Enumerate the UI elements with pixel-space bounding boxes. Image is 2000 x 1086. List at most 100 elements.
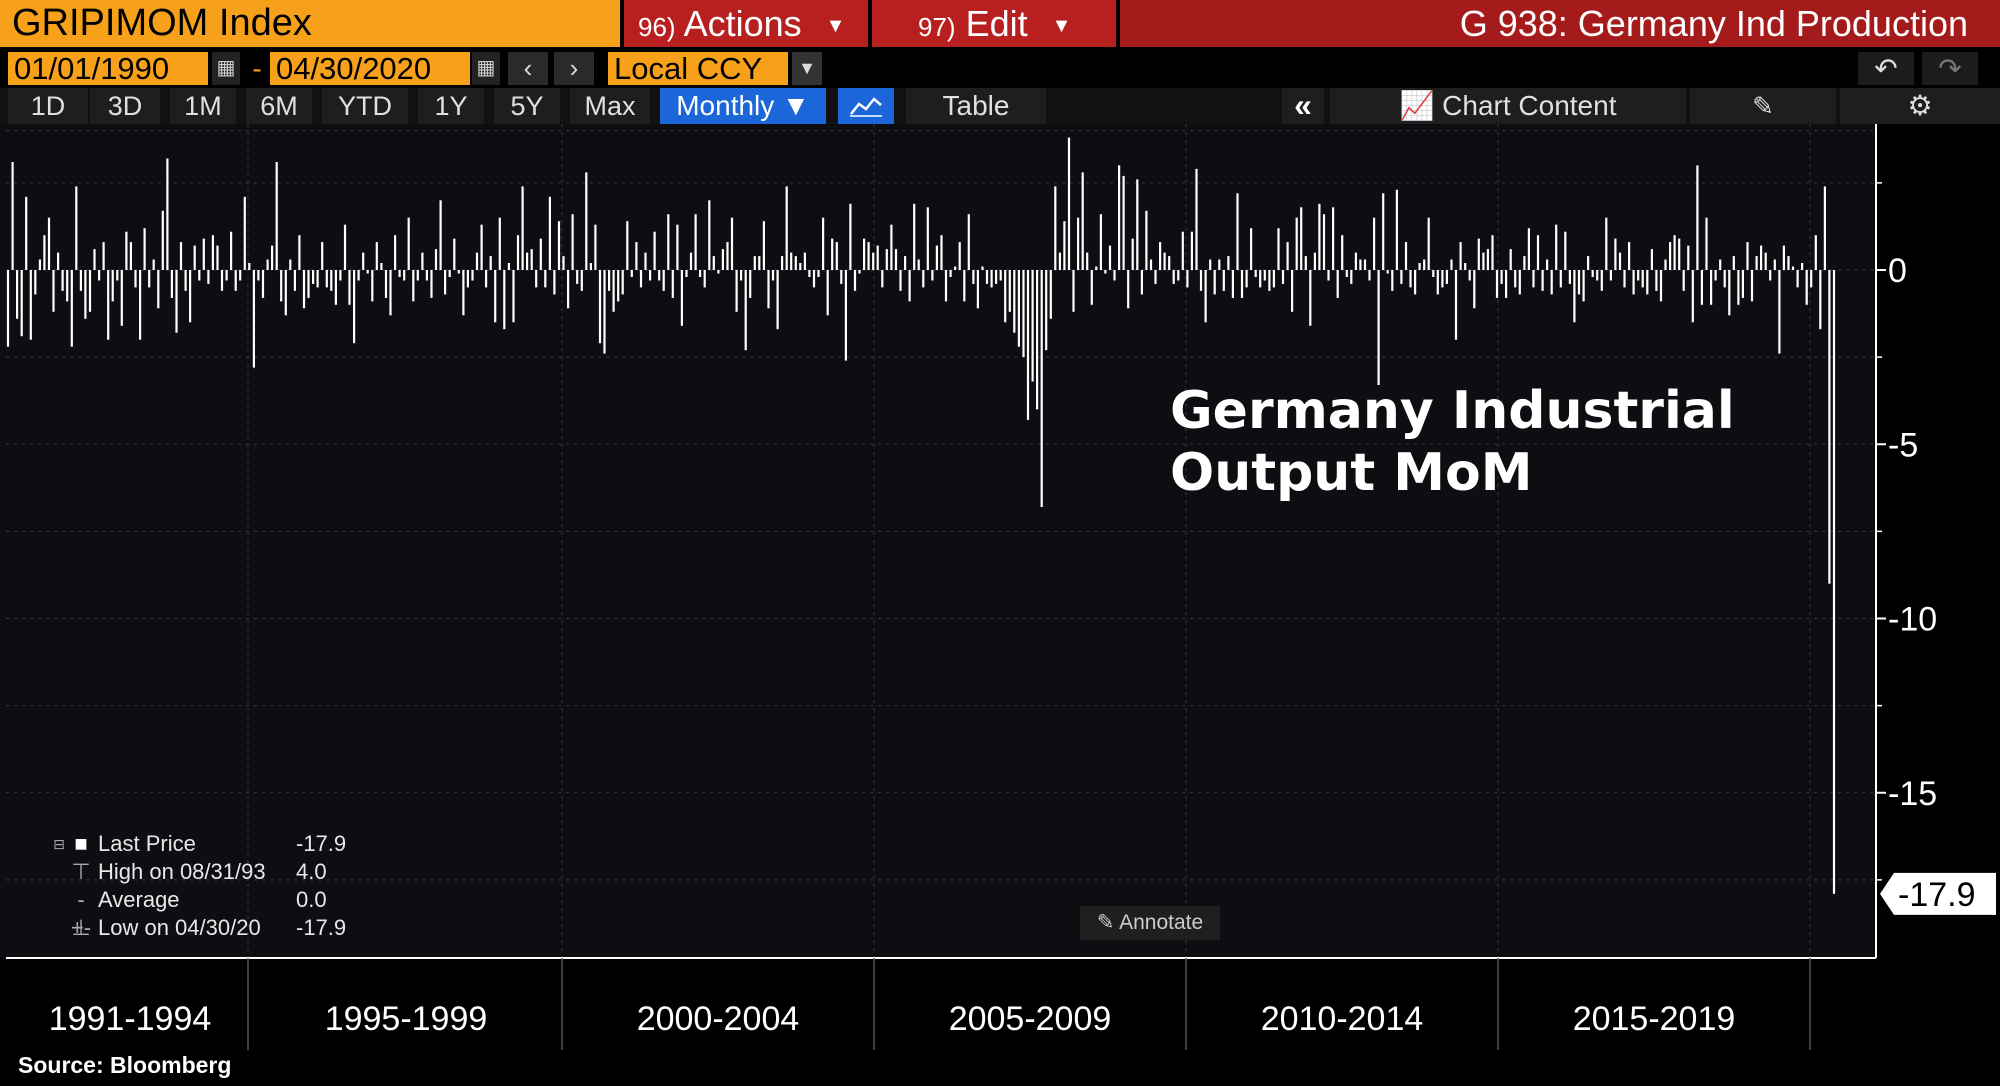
bar	[863, 238, 866, 270]
bar	[1095, 266, 1098, 270]
bar	[1755, 256, 1758, 270]
bar	[958, 242, 961, 270]
period-1m[interactable]: 1M	[170, 88, 236, 124]
legend-label: High on 08/31/93	[98, 859, 266, 884]
ticker-field[interactable]: GRIPIMOM Index	[0, 0, 620, 47]
period-max[interactable]: Max	[570, 88, 650, 124]
bar	[799, 263, 802, 270]
bar	[1646, 270, 1649, 295]
bar	[1368, 270, 1371, 281]
legend-value: 4.0	[296, 859, 327, 884]
chart-title-line-1: Germany Industrial	[1170, 381, 1735, 441]
bar	[1231, 270, 1234, 298]
previous-arrow-icon[interactable]: ‹	[508, 52, 548, 85]
currency-select[interactable]: Local CCY	[608, 52, 788, 85]
bar	[1432, 270, 1435, 277]
annotate-button[interactable]: ✎ Annotate	[1080, 906, 1220, 940]
bar	[1418, 263, 1421, 270]
bar	[876, 245, 879, 270]
bar	[603, 270, 606, 354]
edit-number: 97)	[918, 12, 956, 42]
next-arrow-icon[interactable]: ›	[554, 52, 594, 85]
bar	[1655, 270, 1658, 291]
period-1d[interactable]: 1D	[8, 88, 88, 124]
gear-icon[interactable]: ⚙	[1840, 88, 2000, 124]
bar	[380, 263, 383, 270]
actions-button[interactable]: 96) Actions ▼	[624, 0, 868, 47]
bar	[280, 270, 283, 302]
bar	[1787, 256, 1790, 270]
bar	[1659, 270, 1663, 302]
bar	[1760, 245, 1763, 270]
bar	[840, 270, 843, 284]
bar	[926, 207, 929, 270]
bar	[740, 270, 743, 281]
calendar-icon[interactable]: ▦	[472, 52, 500, 85]
bar	[548, 196, 551, 270]
bar	[512, 270, 515, 323]
bar	[1791, 266, 1795, 270]
bar	[516, 235, 520, 270]
period-1y[interactable]: 1Y	[418, 88, 484, 124]
frequency-dropdown[interactable]: Monthly ▼	[660, 88, 826, 124]
bar	[544, 270, 547, 288]
bar	[535, 270, 538, 288]
bar	[699, 270, 702, 277]
bar	[485, 270, 488, 288]
bar	[1687, 245, 1690, 270]
bar	[1564, 231, 1567, 270]
bar	[1163, 252, 1166, 270]
date-separator: -	[252, 53, 262, 84]
bar	[448, 270, 451, 277]
bar	[284, 270, 287, 316]
period-3d[interactable]: 3D	[90, 88, 160, 124]
bar	[120, 270, 123, 326]
period-6m[interactable]: 6M	[246, 88, 312, 124]
table-button[interactable]: Table	[906, 88, 1046, 124]
bar	[107, 270, 110, 340]
x-group-label: 1991-1994	[49, 1000, 212, 1038]
bar	[1382, 193, 1385, 270]
bar	[1309, 270, 1312, 326]
bar	[1741, 270, 1744, 298]
bar	[462, 270, 465, 316]
bar	[79, 270, 82, 291]
calendar-icon[interactable]: ▦	[212, 52, 240, 85]
collapse-icon[interactable]: «	[1282, 88, 1324, 124]
bar	[61, 270, 64, 291]
bar	[1122, 175, 1125, 270]
bar	[1040, 270, 1043, 507]
bar	[357, 270, 360, 281]
end-date-input[interactable]: 04/30/2020	[270, 52, 470, 85]
bar	[93, 249, 96, 270]
edit-button[interactable]: 97) Edit ▼	[872, 0, 1116, 47]
start-date-input[interactable]: 01/01/1990	[8, 52, 208, 85]
edit-pencil-icon[interactable]: ✎	[1690, 88, 1836, 124]
chart-content-button[interactable]: 📈 Chart Content	[1330, 88, 1686, 124]
bar	[184, 270, 187, 291]
bar	[694, 214, 697, 270]
bar	[949, 270, 952, 277]
undo-icon[interactable]: ↶	[1858, 52, 1914, 85]
bar	[1254, 270, 1257, 277]
bar	[658, 270, 661, 281]
bar	[70, 270, 73, 347]
line-chart-icon[interactable]	[838, 88, 894, 124]
bar	[330, 270, 333, 291]
chevron-down-icon: ▼	[825, 14, 846, 37]
chevron-down-icon[interactable]: ▼	[792, 52, 822, 85]
period-5y[interactable]: 5Y	[494, 88, 560, 124]
bar	[562, 256, 565, 270]
legend-label: Low on 04/30/20	[98, 915, 261, 940]
source-note: Source: Bloomberg	[18, 1052, 232, 1078]
bar	[922, 270, 925, 288]
redo-icon[interactable]: ↷	[1922, 52, 1978, 85]
x-group-label: 1995-1999	[325, 1000, 488, 1038]
bar	[1577, 270, 1581, 295]
period-ytd[interactable]: YTD	[322, 88, 408, 124]
bar	[111, 270, 114, 302]
y-axis: 0 -5 -10 -15	[1875, 124, 1937, 958]
bar	[1086, 252, 1089, 270]
bar	[25, 196, 28, 270]
collapse-box-icon[interactable]: ⊟	[53, 836, 65, 852]
